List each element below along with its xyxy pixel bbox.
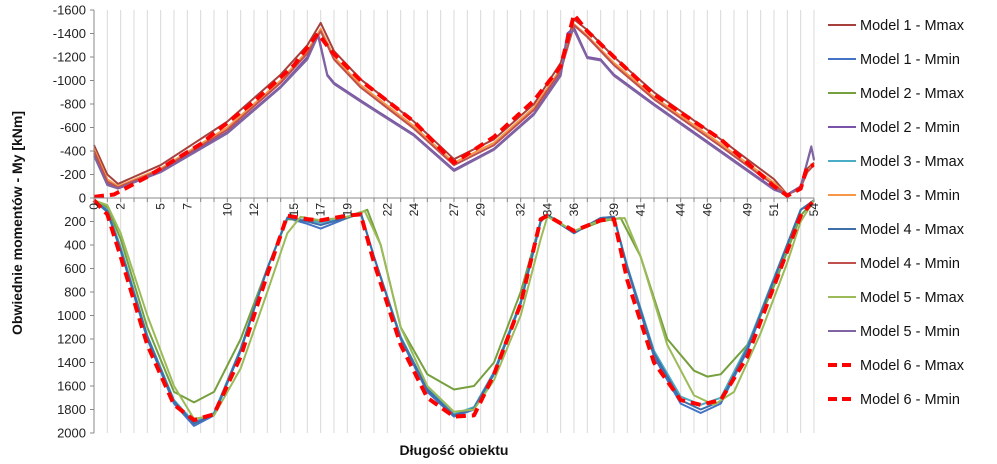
y-tick-label: 1400 [57,355,86,370]
y-tick-label: -1600 [53,3,86,18]
y-tick-label: -1400 [53,26,86,41]
x-tick-label: 19 [340,203,354,217]
x-tick-label: 36 [567,203,581,217]
series-line [93,18,815,196]
x-tick-label: 29 [474,203,488,217]
y-tick-label: 1600 [57,379,86,394]
y-tick-label: 1200 [57,332,86,347]
y-tick-label: -200 [60,167,86,182]
y-tick-label: -400 [60,144,86,159]
legend: Model 1 - Mmax Model 1 - Mmin Model 2 - Mm… [828,18,965,408]
y-tick-label: -600 [60,120,86,135]
y-tick-label: 1800 [57,402,86,417]
x-tick-label: 15 [287,203,301,217]
x-tick-label: 17 [314,203,328,217]
y-tick-label: 200 [64,214,86,229]
y-tick-label: -800 [60,97,86,112]
y-tick-labels: -1600 -1400 -1200 -1000 -800 -600 -400 -200 0 200… [53,3,94,441]
x-tick-label: 10 [220,203,234,217]
series-line [93,23,815,196]
y-tick-label: -1200 [53,50,86,65]
x-tick-label: 44 [674,203,688,217]
legend-label: Model 4 - Mmin [860,256,960,272]
x-tick-label: 27 [447,203,461,217]
legend-label: Model 4 - Mmax [860,222,965,238]
legend-label: Model 6 - Mmin [860,392,960,408]
y-tick-label: 2000 [57,426,86,441]
x-tick-label: 22 [380,203,394,217]
x-tick-label: 12 [247,203,261,217]
legend-label: Model 5 - Mmax [860,290,965,306]
x-tick-label: 39 [607,203,621,217]
x-tick-label: 24 [407,203,421,217]
series-line [93,29,815,196]
x-tick-label: 7 [180,203,194,210]
x-tick-label: 49 [740,203,754,217]
series-line [93,12,815,199]
legend-label: Model 5 - Mmin [860,324,960,340]
grid-lines [93,10,815,433]
series-line [93,199,815,404]
x-tick-label: 34 [540,203,554,217]
legend-label: Model 3 - Mmax [860,154,965,170]
y-tick-label: 600 [64,261,86,276]
legend-label: Model 3 - Mmin [860,188,960,204]
x-tick-label: 51 [767,203,781,217]
y-axis-title: Obwiednie momentów - My [kNm] [9,111,25,335]
x-axis-title: Długość obiektu [400,442,509,458]
legend-label: Model 6 - Mmax [860,358,965,374]
legend-label: Model 1 - Mmin [860,52,960,68]
x-tick-label: 5 [154,203,168,210]
series-line [93,199,815,427]
legend-label: Model 1 - Mmax [860,18,965,34]
x-tick-label: 32 [514,203,528,217]
legend-label: Model 2 - Mmin [860,120,960,136]
x-tick-label: 54 [807,203,821,217]
y-tick-label: 800 [64,285,86,300]
x-tick-labels: 0 2 5 7 10 12 15 17 19 22 24 27 29 32 34 36 39 41 44 46 49 51… [87,198,821,216]
series-line [92,198,816,423]
y-tick-label: -1000 [53,73,86,88]
x-tick-label: 41 [634,203,648,217]
y-tick-label: 1000 [57,308,86,323]
x-tick-label: 46 [700,203,714,217]
y-tick-label: 0 [79,191,86,206]
y-tick-label: 400 [64,238,86,253]
x-tick-label: 0 [87,203,101,210]
legend-label: Model 2 - Mmax [860,86,965,102]
x-tick-label: 2 [114,203,128,210]
plot-series [92,12,816,427]
